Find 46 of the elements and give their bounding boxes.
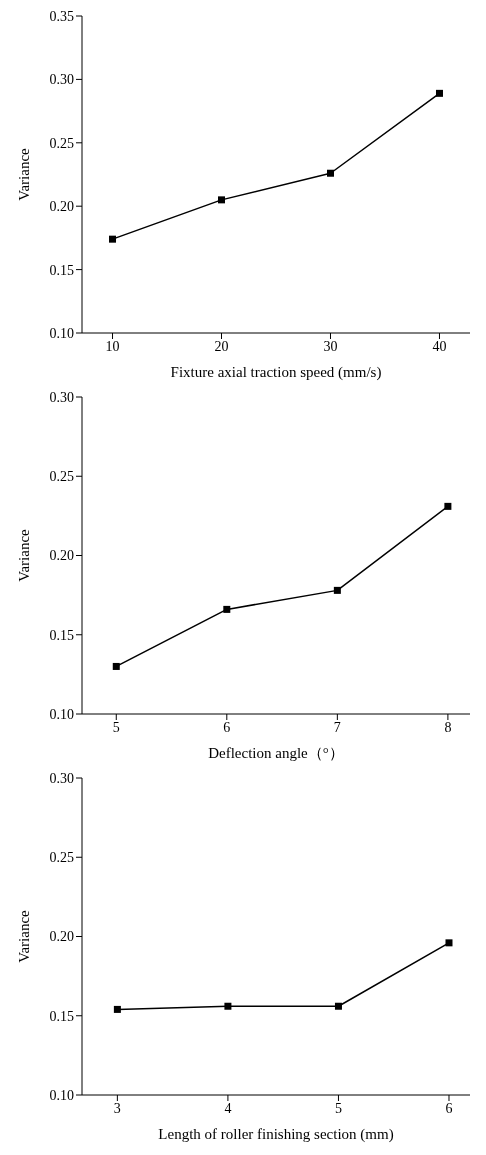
y-tick-label: 0.30 bbox=[49, 72, 74, 88]
y-tick-label: 0.10 bbox=[49, 1087, 74, 1103]
y-tick-label: 0.15 bbox=[49, 627, 74, 643]
y-axis-title: Variance bbox=[16, 528, 33, 582]
x-tick-label: 30 bbox=[323, 338, 338, 354]
y-tick-label: 0.20 bbox=[49, 929, 74, 945]
y-tick-label: 0.20 bbox=[49, 199, 74, 215]
y-tick-label: 0.10 bbox=[49, 706, 74, 722]
x-tick-label: 10 bbox=[105, 338, 120, 354]
x-axis-title: Fixture axial traction speed (mm/s) bbox=[170, 364, 382, 381]
point bbox=[444, 502, 452, 510]
x-tick-label: 4 bbox=[224, 1100, 232, 1116]
x-tick-label: 40 bbox=[432, 338, 447, 354]
y-tick-label: 0.25 bbox=[49, 469, 74, 485]
point bbox=[223, 605, 231, 613]
x-tick-label: 8 bbox=[444, 719, 452, 735]
x-axis-title: Deflection angle（°） bbox=[208, 745, 344, 761]
point bbox=[326, 169, 334, 177]
x-tick-label: 20 bbox=[214, 338, 229, 354]
x-tick-label: 3 bbox=[113, 1100, 121, 1116]
y-tick-label: 0.25 bbox=[49, 135, 74, 151]
point bbox=[218, 196, 226, 204]
point bbox=[334, 1002, 342, 1010]
y-axis-title: Variance bbox=[16, 147, 33, 201]
point bbox=[435, 89, 443, 97]
x-tick-label: 7 bbox=[333, 719, 341, 735]
point bbox=[333, 586, 341, 594]
y-tick-label: 0.25 bbox=[49, 850, 74, 866]
x-tick-label: 6 bbox=[445, 1100, 453, 1116]
point bbox=[113, 1005, 121, 1013]
x-tick-label: 6 bbox=[223, 719, 231, 735]
y-tick-label: 0.15 bbox=[49, 1008, 74, 1024]
y-tick-label: 0.20 bbox=[49, 548, 74, 564]
point bbox=[112, 662, 120, 670]
point bbox=[224, 1002, 232, 1010]
y-tick-label: 0.30 bbox=[49, 770, 74, 786]
y-tick-label: 0.35 bbox=[49, 8, 74, 24]
x-tick-label: 5 bbox=[112, 719, 120, 735]
y-axis-title: Variance bbox=[16, 909, 33, 963]
x-tick-label: 5 bbox=[334, 1100, 342, 1116]
y-tick-label: 0.15 bbox=[49, 262, 74, 278]
point bbox=[109, 235, 117, 243]
x-axis-title: Length of roller finishing section (mm) bbox=[158, 1126, 394, 1143]
point bbox=[445, 939, 453, 947]
y-tick-label: 0.10 bbox=[49, 325, 74, 341]
y-tick-label: 0.30 bbox=[49, 389, 74, 405]
